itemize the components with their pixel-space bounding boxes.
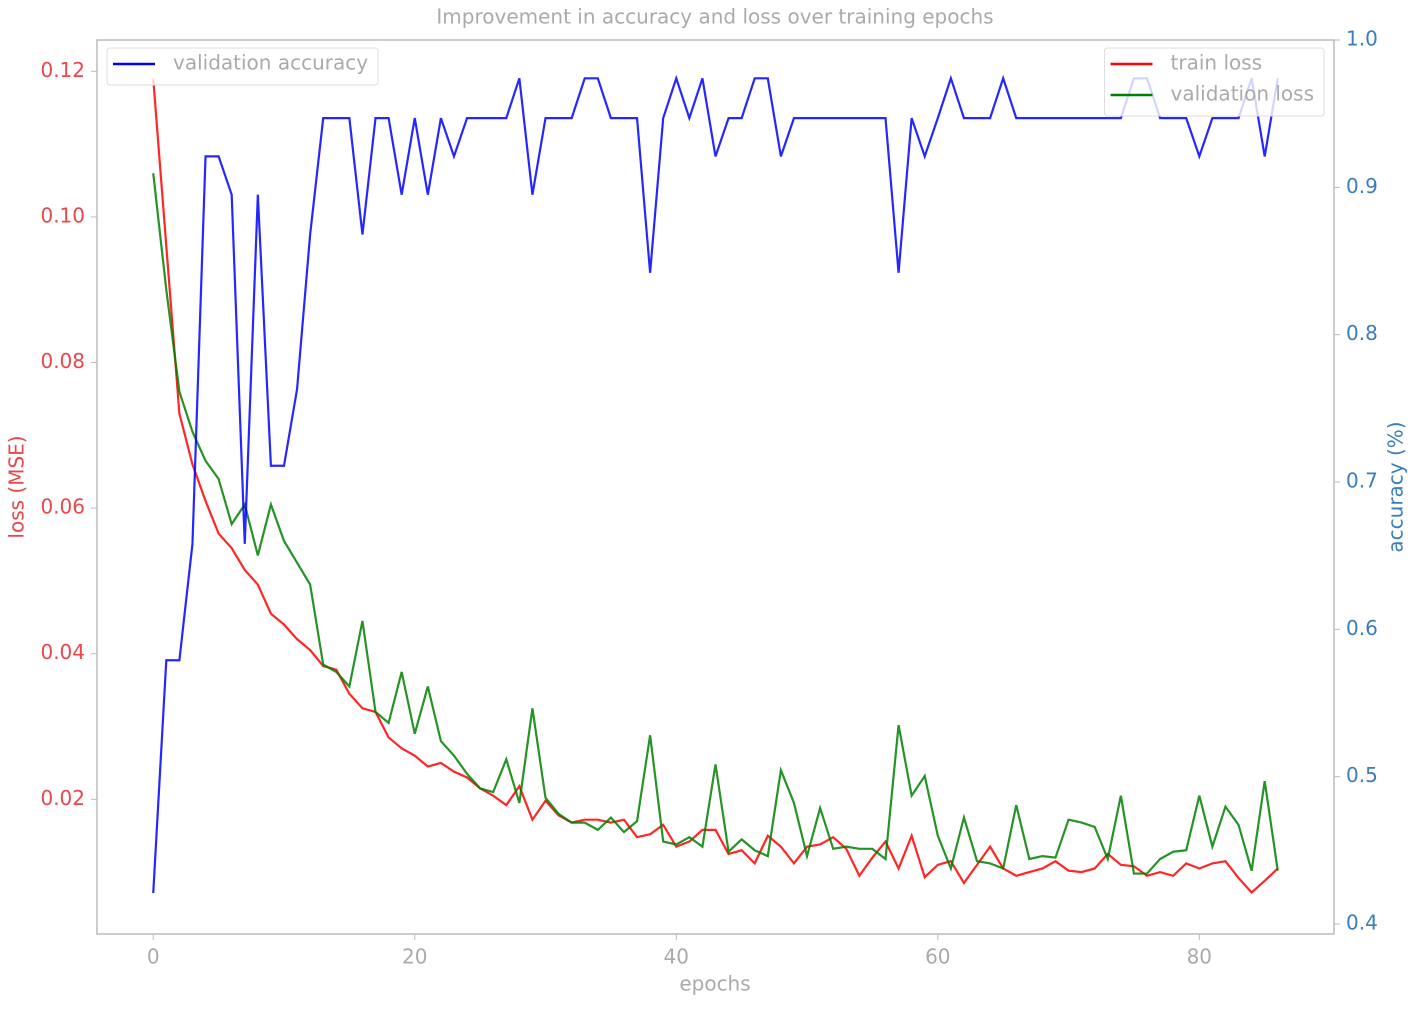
x-tick-label: 0 bbox=[147, 945, 160, 969]
chart-title: Improvement in accuracy and loss over tr… bbox=[436, 5, 993, 29]
y-tick-label: 0.02 bbox=[40, 786, 85, 810]
y-tick-label: 0.06 bbox=[40, 495, 85, 519]
y2-axis-label: accuracy (%) bbox=[1384, 421, 1408, 552]
legend-box bbox=[1104, 47, 1325, 117]
plot-frame bbox=[96, 39, 1335, 935]
y2-tick-label: 0.7 bbox=[1346, 468, 1378, 492]
legend-label: train loss bbox=[1171, 51, 1263, 75]
x-axis-label: epochs bbox=[679, 972, 750, 996]
legend-label: validation accuracy bbox=[173, 51, 368, 75]
y-tick-label: 0.08 bbox=[40, 349, 85, 373]
x-tick-label: 60 bbox=[925, 945, 950, 969]
y-tick-label: 0.10 bbox=[40, 203, 85, 227]
series-line bbox=[152, 74, 1279, 894]
y2-tick-label: 0.8 bbox=[1346, 321, 1378, 345]
y2-tick-label: 0.9 bbox=[1346, 174, 1378, 198]
x-tick-label: 20 bbox=[402, 945, 427, 969]
y2-tick-label: 1.0 bbox=[1346, 27, 1378, 51]
y-tick-label: 0.12 bbox=[40, 58, 85, 82]
y2-tick-label: 0.6 bbox=[1346, 616, 1378, 640]
series-line bbox=[152, 173, 1279, 875]
legend-label: validation loss bbox=[1171, 82, 1314, 106]
legend-box bbox=[106, 47, 379, 86]
y-axis-label: loss (MSE) bbox=[5, 435, 29, 538]
x-tick-label: 40 bbox=[664, 945, 689, 969]
y-tick-label: 0.04 bbox=[40, 640, 85, 664]
y2-tick-label: 0.4 bbox=[1346, 910, 1378, 934]
y2-tick-label: 0.5 bbox=[1346, 763, 1378, 787]
x-tick-label: 80 bbox=[1187, 945, 1212, 969]
